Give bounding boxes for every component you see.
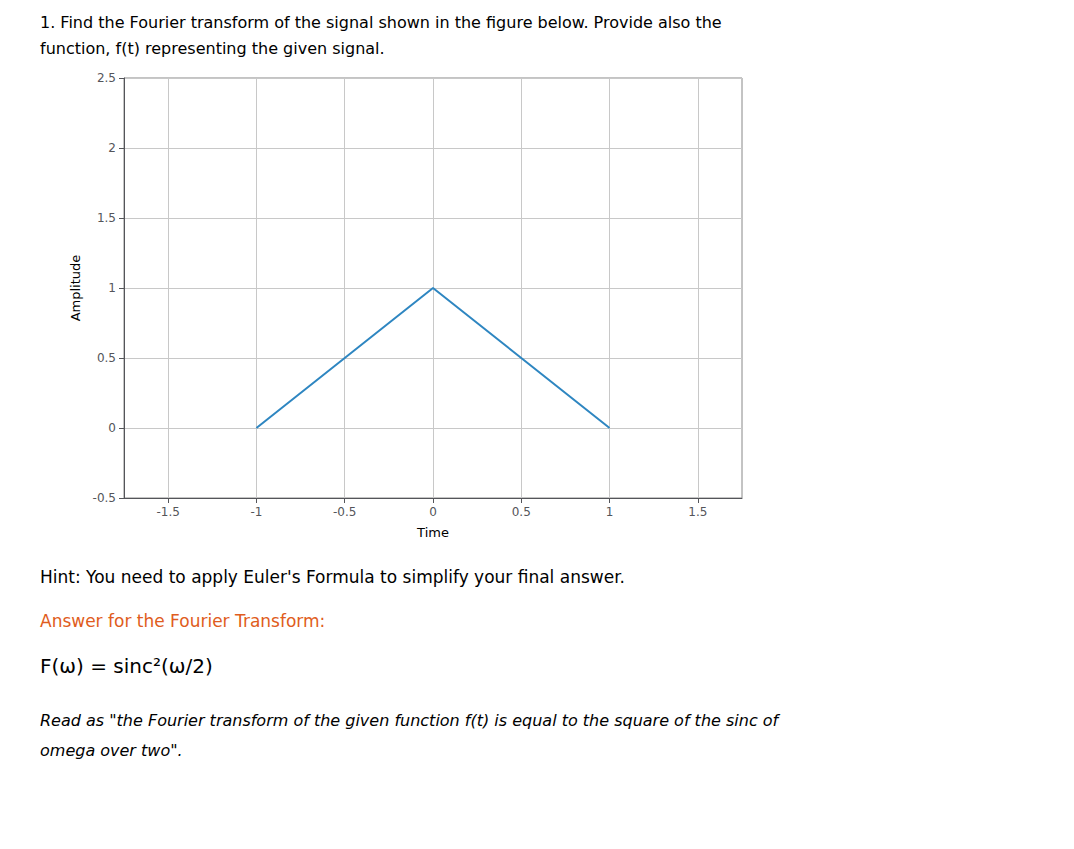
svg-text:0.5: 0.5 xyxy=(512,505,531,519)
svg-text:1. Find the Fourier transform: 1. Find the Fourier transform of the sig… xyxy=(40,13,722,32)
svg-text:0: 0 xyxy=(108,421,116,435)
svg-text:1.5: 1.5 xyxy=(97,211,116,225)
svg-text:-1: -1 xyxy=(250,505,262,519)
svg-text:function, f(t) representing th: function, f(t) representing the given si… xyxy=(40,39,385,58)
svg-text:0: 0 xyxy=(429,505,437,519)
svg-text:1: 1 xyxy=(606,505,614,519)
svg-text:-0.5: -0.5 xyxy=(93,491,116,505)
svg-text:2.5: 2.5 xyxy=(97,71,116,85)
svg-text:0.5: 0.5 xyxy=(97,351,116,365)
svg-text:1.5: 1.5 xyxy=(688,505,707,519)
svg-text:Amplitude: Amplitude xyxy=(68,255,83,322)
svg-text:-1.5: -1.5 xyxy=(156,505,179,519)
svg-text:Read as "the Fourier transform: Read as "the Fourier transform of the gi… xyxy=(40,711,781,730)
svg-text:Hint: You need to apply Euler': Hint: You need to apply Euler's Formula … xyxy=(40,567,625,587)
svg-text:F(ω) = sinc²(ω/2): F(ω) = sinc²(ω/2) xyxy=(40,654,213,678)
svg-text:Time: Time xyxy=(416,525,449,540)
svg-text:2: 2 xyxy=(108,141,116,155)
svg-text:1: 1 xyxy=(108,281,116,295)
svg-text:Answer for the Fourier Transfo: Answer for the Fourier Transform: xyxy=(40,611,325,631)
svg-text:-0.5: -0.5 xyxy=(333,505,356,519)
svg-text:omega over two".: omega over two". xyxy=(40,741,183,760)
